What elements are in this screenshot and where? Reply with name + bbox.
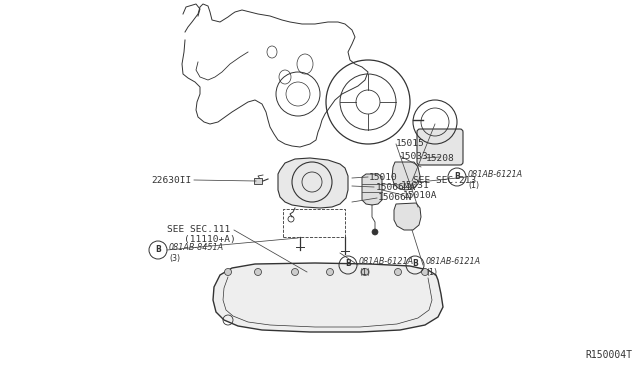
Circle shape xyxy=(291,269,298,276)
Circle shape xyxy=(394,269,401,276)
Text: (3): (3) xyxy=(169,253,180,263)
FancyBboxPatch shape xyxy=(417,129,463,165)
Text: 081AB-6121A: 081AB-6121A xyxy=(359,257,414,266)
Text: 15066MA: 15066MA xyxy=(376,183,416,192)
Polygon shape xyxy=(278,158,348,208)
Text: SEE SEC.111: SEE SEC.111 xyxy=(167,224,230,234)
Polygon shape xyxy=(392,162,420,190)
Text: B: B xyxy=(412,260,418,269)
Circle shape xyxy=(422,269,429,276)
Text: 15010A: 15010A xyxy=(403,190,438,199)
Circle shape xyxy=(225,269,232,276)
Text: B: B xyxy=(155,244,161,253)
Text: 22630II: 22630II xyxy=(152,176,192,185)
Text: 15015: 15015 xyxy=(396,138,425,148)
Bar xyxy=(254,178,262,184)
Circle shape xyxy=(362,269,369,276)
Text: 081AB-8451A: 081AB-8451A xyxy=(169,243,224,251)
Text: 15010: 15010 xyxy=(369,173,397,182)
Text: B: B xyxy=(345,260,351,269)
Text: SEE SEC.213: SEE SEC.213 xyxy=(413,176,476,185)
Circle shape xyxy=(372,229,378,235)
Text: 15031: 15031 xyxy=(401,180,429,189)
Circle shape xyxy=(326,269,333,276)
Text: 15033: 15033 xyxy=(400,151,429,160)
Text: 081AB-6121A: 081AB-6121A xyxy=(468,170,523,179)
Text: (1): (1) xyxy=(359,269,370,278)
Text: B: B xyxy=(454,171,460,180)
Text: (1): (1) xyxy=(468,180,479,189)
Text: (11110+A): (11110+A) xyxy=(184,234,236,244)
Bar xyxy=(283,209,345,237)
Text: R150004T: R150004T xyxy=(585,350,632,360)
Polygon shape xyxy=(394,203,421,230)
Text: (1): (1) xyxy=(426,269,437,278)
Polygon shape xyxy=(362,174,382,205)
Text: 081AB-6121A: 081AB-6121A xyxy=(426,257,481,266)
Circle shape xyxy=(255,269,262,276)
Text: 15208: 15208 xyxy=(426,154,455,163)
Polygon shape xyxy=(213,263,443,332)
Text: 15066N: 15066N xyxy=(378,192,413,202)
